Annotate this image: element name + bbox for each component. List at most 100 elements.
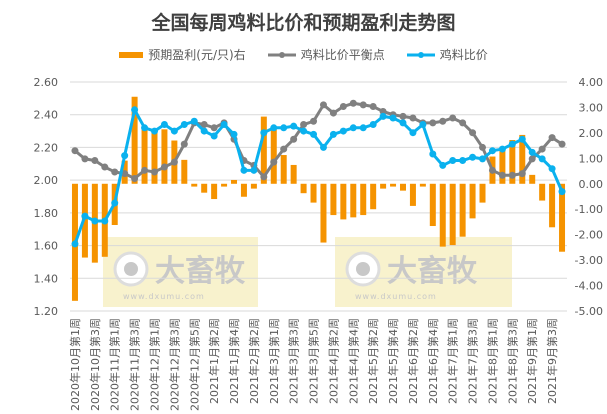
watermark-box [335,237,512,307]
left-axis-tick-label: 2.20 [34,141,59,154]
left-axis-tick-label: 2.00 [34,174,59,187]
bar [290,164,297,184]
x-axis-tick-label: 2021年7月第1周 [446,318,460,404]
right-axis-tick-label: 4.00 [579,76,604,89]
data-point [131,106,139,114]
data-point [310,130,318,138]
bar [380,183,387,189]
data-point [91,157,99,165]
legend-label: 预期盈利(元/只)右 [148,48,246,62]
data-point [508,171,516,179]
bar [171,140,178,184]
x-axis-tick-label: 2021年7月第3周 [466,318,480,404]
data-point [290,135,298,143]
bar [439,183,446,247]
data-point [449,157,457,165]
x-axis-tick-label: 2020年12月第3周 [167,318,181,411]
data-point [429,150,437,158]
data-point [111,199,119,207]
legend-item-ratio: 鸡料比价 [406,46,488,63]
x-axis-tick-label: 2021年9月第1周 [525,318,539,404]
data-point [369,121,377,129]
data-point [270,124,278,132]
left-axis-tick-label: 2.60 [34,76,59,89]
data-point [131,175,139,183]
data-point [369,103,377,111]
data-point [141,124,149,132]
x-axis-tick-label: 2021年1月第2周 [207,318,221,404]
bar [489,156,496,184]
series-line-1 [74,101,563,181]
data-point [538,145,546,153]
data-point [558,188,566,196]
x-axis-tick-label: 2020年12月第5周 [187,318,201,411]
bar [340,183,347,220]
bar [360,183,367,216]
data-point [170,158,178,166]
data-point [260,129,268,137]
data-point [528,148,536,156]
bar [191,183,198,187]
bar [509,140,516,184]
data-point [101,163,109,171]
data-point [329,130,337,138]
left-axis-tick-label: 1.20 [34,305,59,318]
right-axis-tick-label: 3.00 [579,101,604,114]
bar [320,183,327,243]
right-axis-tick-label: -1.00 [575,203,603,216]
data-point [150,168,158,176]
x-axis-tick-label: 2020年11月第1周 [108,318,122,411]
watermark-logo-icon [356,262,370,276]
data-point [81,155,89,163]
legend: 预期盈利(元/只)右 鸡料比价平衡点 鸡料比价 [0,46,607,63]
data-point [111,168,119,176]
data-point [389,111,397,119]
data-point [280,145,288,153]
data-point [71,147,79,155]
legend-item-balance: 鸡料比价平衡点 [267,46,385,63]
data-point [200,127,208,135]
bar [91,183,98,263]
data-point [210,132,218,140]
bar [131,96,138,184]
data-point [389,114,397,122]
x-axis-tick-label: 2021年4月第4周 [346,318,360,404]
watermark-box [103,237,258,307]
bar [250,183,257,189]
data-point [359,124,367,132]
left-axis-tick-label: 1.80 [34,207,59,220]
data-point [508,140,516,148]
x-axis-tick-label: 2021年1月第4周 [227,318,241,404]
bar [141,129,148,184]
bar [330,183,337,216]
data-point [319,101,327,109]
x-axis-tick-label: 2020年11月第3周 [128,318,142,411]
legend-swatch-line-gray [267,51,296,58]
watermark-text: 大畜牧 [155,254,246,289]
right-axis-tick-label: -3.00 [575,254,603,267]
right-axis-tick-label: 0.00 [579,178,604,191]
data-point [121,152,129,160]
bar [121,160,128,184]
data-point [399,112,407,120]
x-axis-tick-label: 2021年5月第2周 [366,318,380,404]
data-point [91,217,99,225]
data-point [488,166,496,174]
bar [559,183,566,252]
data-point [81,212,89,220]
data-point [548,134,556,142]
watermark-url: www.dxumu.com [355,292,437,301]
data-point [528,155,536,163]
data-point [469,129,477,137]
x-axis-tick-label: 2021年5月第4周 [386,318,400,404]
data-point [518,135,526,143]
data-point [419,121,427,129]
data-point [479,155,487,163]
bar [111,183,118,225]
bar [409,183,416,206]
bar [390,183,397,187]
bar [101,183,108,257]
x-axis-tick-label: 2021年3月第5周 [307,318,321,404]
data-point [300,121,308,129]
right-axis-tick-label: -4.00 [575,280,603,293]
